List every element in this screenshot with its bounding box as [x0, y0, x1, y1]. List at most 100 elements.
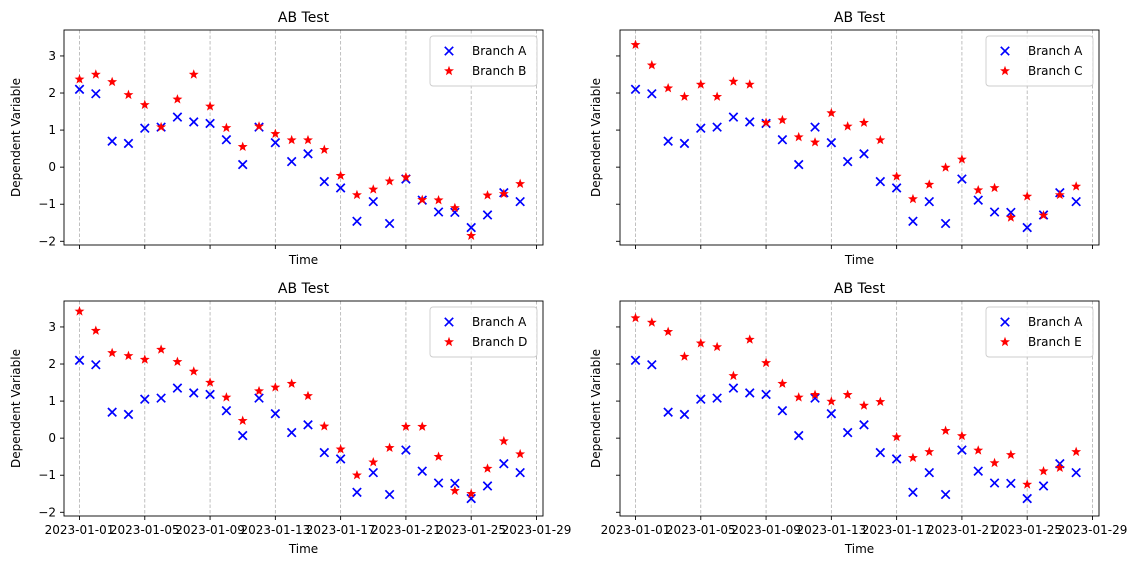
legend-marker-x-stroke — [1000, 317, 1010, 327]
branch-a-point-stroke — [810, 393, 820, 403]
branch-a-point-stroke — [957, 445, 967, 455]
legend-label: Branch D — [472, 335, 527, 349]
branch-a-point-stroke — [91, 88, 101, 99]
challenger-point — [728, 76, 739, 86]
branch-a-point-stroke — [1038, 481, 1049, 491]
branch-a-point-stroke — [842, 427, 853, 438]
branch-a-point-stroke — [303, 420, 313, 430]
x-tick-label: 2023-01-09 — [175, 523, 245, 537]
challenger-point — [940, 162, 951, 172]
challenger-point — [335, 170, 346, 180]
branch-a-point-stroke — [221, 134, 232, 145]
challenger-point — [712, 341, 723, 352]
challenger-point — [286, 134, 297, 145]
challenger-point — [335, 444, 346, 454]
branch-a-point-stroke — [319, 447, 330, 458]
series-branch-a — [74, 355, 525, 504]
chart-title: AB Test — [834, 10, 886, 26]
challenger-point — [400, 171, 411, 182]
branch-a-point-stroke — [826, 408, 837, 419]
branch-a-point-stroke — [761, 389, 771, 400]
branch-a-point-stroke — [663, 136, 673, 147]
series-branch-e — [630, 312, 1082, 489]
branch-a-point-stroke — [139, 394, 150, 405]
branch-a-point-stroke — [74, 84, 85, 95]
challenger-point — [254, 385, 264, 396]
branch-a-point-stroke — [728, 383, 739, 393]
branch-a-point-stroke — [205, 118, 215, 129]
branch-a-point-stroke — [286, 427, 297, 438]
branch-a-point-stroke — [712, 122, 722, 132]
branch-a-point-stroke — [859, 420, 869, 430]
challenger-point — [352, 189, 362, 200]
challenger-point — [433, 194, 444, 205]
x-tick-label: 2023-01-05 — [666, 523, 736, 537]
branch-a-point-stroke — [384, 218, 395, 229]
x-tick-label: 2023-01-29 — [502, 523, 572, 537]
challenger-point — [205, 377, 216, 387]
challenger-point — [679, 351, 690, 361]
challenger-point — [826, 107, 837, 118]
challenger-point — [1071, 446, 1082, 457]
branch-a-point-stroke — [1022, 493, 1032, 504]
legend-label: Branch B — [472, 64, 526, 78]
x-tick-label: 2023-01-01 — [601, 523, 671, 537]
challenger-point — [156, 121, 167, 132]
branch-a-point-stroke — [254, 393, 264, 403]
challenger-point — [1071, 181, 1082, 191]
legend-box — [429, 35, 538, 87]
challenger-point — [695, 338, 706, 348]
legend-marker-x-stroke — [1000, 46, 1010, 56]
challenger-point — [924, 446, 935, 457]
legend: Branch A Branch B — [429, 35, 538, 87]
challenger-point — [1038, 210, 1049, 220]
challenger-point — [400, 421, 411, 431]
branch-a-point-stroke — [205, 389, 215, 400]
chart-title: AB Test — [278, 10, 330, 26]
challenger-point — [1005, 449, 1016, 460]
axes-frame — [63, 29, 544, 246]
challenger-point — [433, 451, 444, 461]
challenger-point — [810, 137, 820, 147]
challenger-point — [498, 188, 509, 199]
branch-a-point-stroke — [466, 222, 476, 233]
branch-a-point-stroke — [630, 355, 641, 366]
challenger-point — [646, 60, 657, 70]
y-tick-label: 3 — [48, 49, 56, 63]
x-tick-label: 2023-01-21 — [371, 523, 441, 537]
challenger-point — [761, 357, 772, 368]
challenger-point — [123, 350, 134, 361]
branch-a-point-stroke — [221, 405, 232, 416]
subplot-4: 2023-01-012023-01-052023-01-092023-01-13… — [589, 281, 1127, 556]
challenger-point — [891, 171, 902, 181]
branch-a-point-stroke — [401, 445, 411, 455]
branch-a-point-stroke — [433, 478, 444, 488]
branch-a-point-stroke — [352, 487, 362, 498]
branch-a-point-stroke — [466, 493, 476, 504]
x-axis-label: Time — [844, 253, 874, 267]
x-tick-label: 2023-01-01 — [45, 523, 115, 537]
branch-a-point-stroke — [172, 112, 183, 122]
subplot-1: −2 −1 0 1 2 3 AB Test Time Dependent Variable Bra… — [9, 10, 544, 267]
challenger-point — [663, 326, 674, 336]
branch-a-point-stroke — [433, 207, 444, 217]
challenger-point — [270, 382, 281, 392]
branch-a-point-stroke — [319, 176, 330, 187]
legend-label: Branch C — [1028, 64, 1083, 78]
challenger-point — [466, 488, 477, 498]
challenger-point — [156, 344, 167, 354]
legend-marker-star — [1000, 336, 1010, 347]
x-axis-label: Time — [288, 253, 318, 267]
challenger-point — [237, 141, 248, 151]
challenger-point — [74, 74, 85, 84]
branch-a-point-stroke — [482, 210, 493, 220]
y-axis-label: Dependent Variable — [589, 349, 603, 468]
branch-a-point-stroke — [74, 355, 85, 366]
branch-a-point-stroke — [1071, 196, 1081, 207]
challenger-point — [924, 179, 935, 189]
challenger-point — [989, 457, 1000, 468]
y-tick-label: 0 — [48, 431, 56, 445]
challenger-point — [744, 79, 755, 89]
challenger-point — [286, 378, 297, 388]
challenger-point — [646, 317, 657, 327]
